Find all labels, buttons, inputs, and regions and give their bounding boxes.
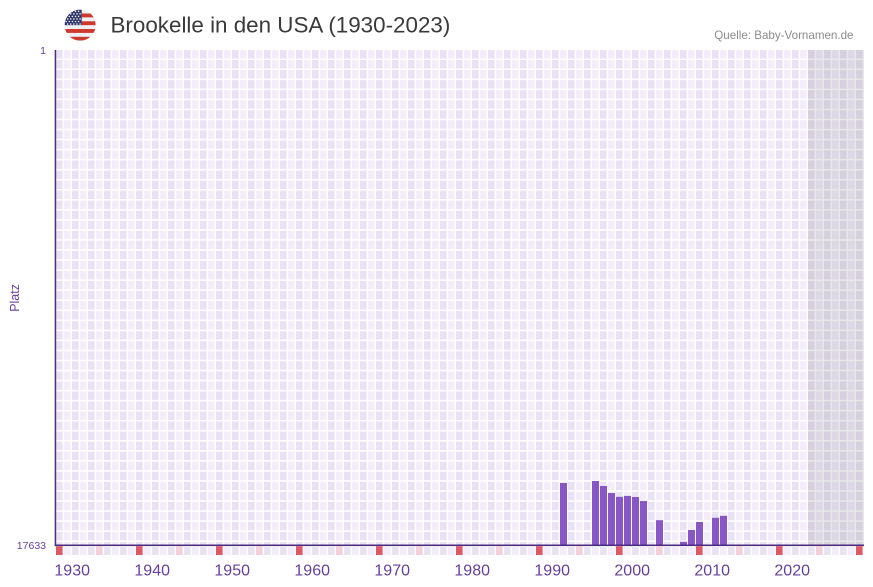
svg-text:2020: 2020 (774, 563, 810, 580)
svg-text:1990: 1990 (534, 563, 570, 580)
svg-text:2010: 2010 (694, 563, 730, 580)
svg-text:Brookelle in den USA (1930-202: Brookelle in den USA (1930-2023) (111, 13, 451, 38)
svg-text:Platz: Platz (8, 284, 22, 312)
svg-text:2000: 2000 (614, 563, 650, 580)
svg-text:1980: 1980 (454, 563, 490, 580)
svg-text:17633: 17633 (17, 540, 46, 552)
svg-text:1940: 1940 (134, 563, 170, 580)
svg-text:1930: 1930 (54, 563, 90, 580)
svg-text:Quelle: Baby-Vornamen.de: Quelle: Baby-Vornamen.de (714, 29, 853, 42)
svg-text:1960: 1960 (294, 563, 330, 580)
svg-text:1: 1 (40, 45, 46, 57)
svg-text:1970: 1970 (374, 563, 410, 580)
svg-text:1950: 1950 (214, 563, 250, 580)
